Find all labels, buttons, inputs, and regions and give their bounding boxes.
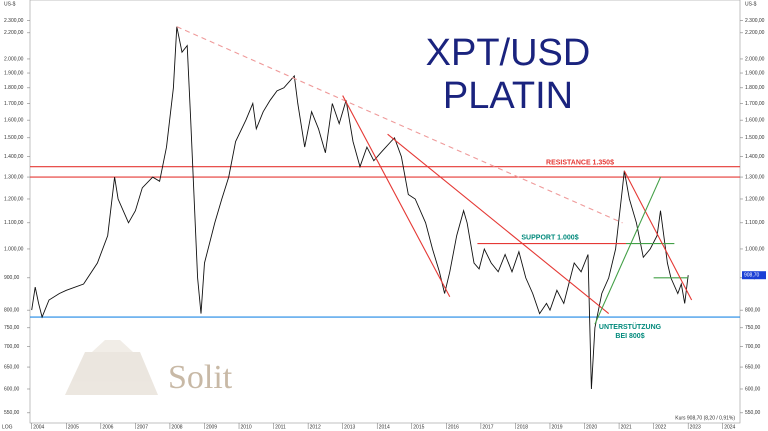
trend-line [176, 26, 623, 224]
y-tick-label: 700,00 [4, 344, 20, 350]
y-tick-label: 2.300,00 [4, 18, 24, 24]
x-tick-label: 2009 [206, 424, 217, 430]
y-tick-label: 650,00 [4, 364, 20, 370]
logo-pyramid-top [92, 340, 133, 352]
x-tick-label: 2021 [621, 424, 632, 430]
last-price-label: 908,70 [744, 273, 760, 279]
scale-label: LOG [2, 424, 13, 430]
footer: Kurs 908,70 (8,20 / 0,91%) [675, 415, 735, 421]
y-tick-label-right: 1.700,00 [745, 101, 765, 107]
y-tick-label: 1.100,00 [4, 220, 24, 226]
annotation: BEI 800$ [615, 333, 644, 340]
y-tick-label-right: 1.900,00 [745, 70, 765, 76]
y-tick-label-right: 1.100,00 [745, 220, 765, 226]
chart-title: XPT/USD [426, 32, 591, 74]
x-tick-label: 2020 [586, 424, 597, 430]
x-tick-label: 2019 [551, 424, 562, 430]
y-tick-label: 900,00 [4, 275, 20, 281]
y-tick-label: 550,00 [4, 410, 20, 416]
x-tick-label: 2012 [310, 424, 321, 430]
trend-line [594, 176, 662, 325]
y-tick-label-right: 1.800,00 [745, 85, 765, 91]
x-tick-label: 2023 [690, 424, 701, 430]
price-line [31, 26, 689, 390]
y-tick-label-right: 1.200,00 [745, 196, 765, 202]
x-tick-label: 2022 [655, 424, 666, 430]
y-tick-label-right: 2.200,00 [745, 30, 765, 36]
y-tick-label-right: 750,00 [745, 325, 761, 331]
y-tick-label: 1.600,00 [4, 117, 24, 123]
x-tick-label: 2006 [102, 424, 113, 430]
y-tick-label: 1.700,00 [4, 101, 24, 107]
y-tick-label-right: 1.500,00 [745, 135, 765, 141]
x-tick-label: 2008 [171, 424, 182, 430]
x-tick-label: 2018 [517, 424, 528, 430]
x-tick-label: 2015 [413, 424, 424, 430]
y-tick-label-right: 800,00 [745, 307, 761, 313]
trend-line [387, 133, 610, 315]
y-tick-label: 750,00 [4, 325, 20, 331]
x-tick-label: 2024 [724, 424, 735, 430]
y-tick-label: 1.800,00 [4, 85, 24, 91]
y-tick-label-right: 1.000,00 [745, 246, 765, 252]
annotation: RESISTANCE 1.350$ [546, 160, 614, 167]
y-tick-label-right: 550,00 [745, 410, 761, 416]
y-tick-label-right: 1.600,00 [745, 117, 765, 123]
y-axis-label-right: US-$ [745, 1, 757, 7]
y-tick-label-right: 600,00 [745, 386, 761, 392]
logo-pyramid [65, 352, 158, 395]
y-tick-label-right: 1.400,00 [745, 154, 765, 160]
y-tick-label: 1.500,00 [4, 135, 24, 141]
logo-text: Solit [168, 359, 233, 396]
x-tick-label: 2016 [448, 424, 459, 430]
x-tick-label: 2007 [137, 424, 148, 430]
x-tick-label: 2005 [68, 424, 79, 430]
last-price-box [742, 271, 766, 280]
y-tick-label-right: 650,00 [745, 364, 761, 370]
y-tick-label: 1.400,00 [4, 154, 24, 160]
plot-frame [29, 0, 741, 424]
x-tick-label: 2011 [275, 424, 286, 430]
y-tick-label: 1.300,00 [4, 174, 24, 180]
y-tick-label-right: 2.300,00 [745, 18, 765, 24]
y-tick-label: 1.900,00 [4, 70, 24, 76]
y-tick-label: 1.000,00 [4, 246, 24, 252]
x-tick-label: 2013 [344, 424, 355, 430]
annotation: SUPPORT 1.000$ [521, 234, 578, 241]
chart-subtitle: PLATIN [443, 75, 573, 117]
y-tick-label-right: 1.300,00 [745, 174, 765, 180]
trend-line [342, 95, 451, 298]
y-axis-label: US-$ [4, 1, 16, 7]
y-tick-label: 2.000,00 [4, 56, 24, 62]
x-tick-label: 2017 [482, 424, 493, 430]
trend-line [623, 170, 693, 301]
y-tick-label: 2.200,00 [4, 30, 24, 36]
y-tick-label: 1.200,00 [4, 196, 24, 202]
y-tick-label-right: 700,00 [745, 344, 761, 350]
y-tick-label: 800,00 [4, 307, 20, 313]
logo [65, 340, 158, 395]
y-tick-label: 600,00 [4, 386, 20, 392]
x-tick-label: 2014 [379, 424, 390, 430]
x-tick-label: 2004 [33, 424, 44, 430]
x-tick-label: 2010 [241, 424, 252, 430]
y-tick-label-right: 2.000,00 [745, 56, 765, 62]
annotation: UNTERSTÜTZUNG [599, 322, 662, 331]
